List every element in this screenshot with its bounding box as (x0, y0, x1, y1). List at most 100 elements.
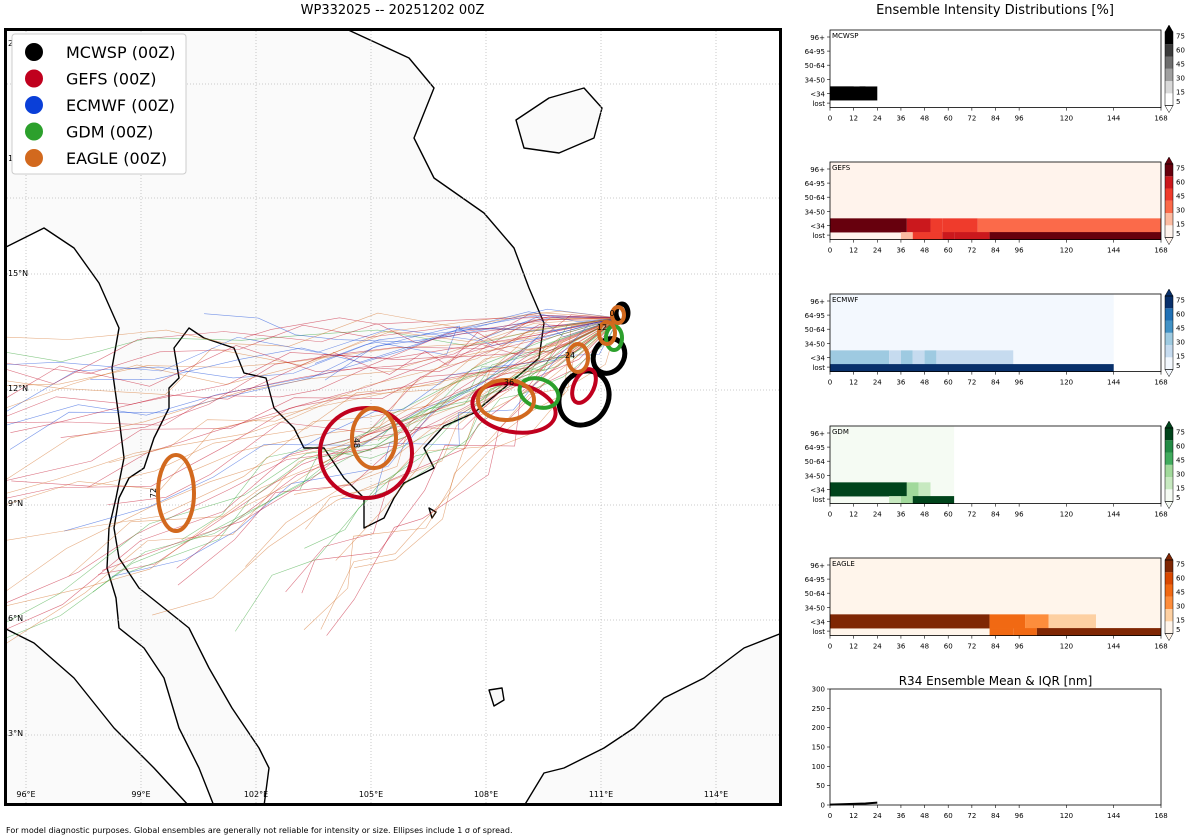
colorbar-tick: 30 (1176, 75, 1185, 83)
row-label: 50-64 (805, 62, 826, 70)
row-label: <34 (810, 354, 825, 362)
r34-y-tick: 100 (812, 763, 825, 771)
x-tick-label: 168 (1154, 511, 1167, 519)
x-tick-label: 144 (1107, 115, 1121, 123)
colorbar-segment (1165, 320, 1173, 333)
x-tick-label: 168 (1154, 247, 1167, 255)
x-tick-label: 96 (1015, 511, 1024, 519)
heatmap-cell (989, 614, 1026, 629)
ensemble-track (4, 314, 620, 400)
heatmap-cell (942, 218, 978, 233)
ensemble-track (4, 317, 620, 414)
panel-name: EAGLE (832, 560, 855, 568)
row-label: <34 (810, 90, 825, 98)
heatmap-cell (1048, 614, 1096, 629)
colorbar-segment (1165, 464, 1173, 478)
ensemble-track (92, 317, 620, 593)
legend-label: MCWSP (00Z) (66, 43, 176, 62)
colorbar-segment (1165, 621, 1173, 634)
x-tick-label: 36 (896, 643, 905, 651)
x-tick-label: 60 (944, 511, 953, 519)
track-map: 0 12 24 36 48 72 21°N 18°N 15°N 12°N 9°N… (4, 28, 782, 806)
r34-y-tick: 200 (812, 724, 825, 732)
heatmap-cell (977, 218, 1161, 233)
colorbar-tick: 30 (1176, 471, 1185, 479)
ensemble-track (4, 317, 620, 605)
x-tick-label: 60 (944, 115, 953, 123)
ensemble-track (6, 317, 620, 480)
lat-label: 3°N (8, 729, 23, 738)
ensemble-track (4, 317, 620, 541)
row-label: <34 (810, 618, 825, 626)
ensemble-track (4, 317, 620, 363)
lon-label: 99°E (131, 790, 150, 799)
x-tick-label: 144 (1107, 379, 1121, 387)
colorbar-tick: 45 (1176, 325, 1185, 333)
row-label: <34 (810, 486, 825, 494)
ensemble-track (177, 317, 620, 586)
row-label: 96+ (810, 562, 825, 570)
colorbar-tick: 45 (1176, 457, 1185, 465)
row-label: 64-95 (805, 576, 825, 584)
row-label: lost (812, 232, 825, 240)
x-tick-label: 120 (1060, 115, 1073, 123)
row-label: 96+ (810, 166, 825, 174)
ensemble-track (10, 317, 620, 434)
x-tick-label: 84 (991, 379, 1000, 387)
colorbar-segment (1165, 225, 1173, 238)
ensemble-track (4, 317, 620, 426)
x-tick-label: 12 (849, 115, 858, 123)
colorbar-segment (1165, 609, 1173, 622)
ellipse-label-36: 36 (504, 378, 514, 387)
hainan-island (515, 87, 603, 154)
colorbar-tick: 5 (1176, 98, 1180, 106)
x-tick-label: 144 (1107, 643, 1121, 651)
ensemble-track (326, 317, 620, 636)
ensemble-track (332, 317, 620, 375)
legend-label: ECMWF (00Z) (66, 96, 175, 115)
lon-label: 108°E (474, 790, 498, 799)
x-tick-label: 0 (828, 379, 832, 387)
lon-label: 105°E (359, 790, 383, 799)
colorbar-tick: 75 (1176, 297, 1185, 305)
x-tick-label: 120 (1060, 247, 1073, 255)
x-tick-label: 120 (1060, 643, 1073, 651)
x-tick-label: 96 (1015, 379, 1024, 387)
intensity-panels-title: Ensemble Intensity Distributions [%] (876, 3, 1114, 18)
row-label: 50-64 (805, 326, 826, 334)
colorbar-segment (1165, 428, 1173, 441)
x-tick-label: 12 (849, 247, 858, 255)
x-tick-label: 48 (920, 247, 929, 255)
x-tick-label: 120 (1060, 379, 1073, 387)
legend-label: EAGLE (00Z) (66, 149, 167, 168)
x-tick-label: 168 (1154, 115, 1167, 123)
ensemble-track (204, 311, 620, 343)
colorbar-segment (1165, 477, 1173, 490)
r34-x-tick: 84 (991, 812, 1000, 820)
row-label: 34-50 (805, 208, 825, 216)
grid (4, 28, 782, 806)
colorbar-tick: 5 (1176, 494, 1180, 502)
x-tick-label: 60 (944, 379, 953, 387)
row-label: 64-95 (805, 312, 825, 320)
r34-x-tick: 0 (828, 812, 832, 820)
r34-x-tick: 144 (1107, 812, 1121, 820)
x-tick-label: 24 (873, 115, 882, 123)
heatmap-cell (954, 232, 990, 240)
ensemble-track (4, 317, 620, 495)
map-legend: MCWSP (00Z) GEFS (00Z) ECMWF (00Z) GDM (00Z… (11, 33, 187, 175)
heatmap-cell (989, 232, 1161, 240)
eagle-ellipse-36 (476, 378, 536, 422)
legend-label: GDM (00Z) (66, 123, 153, 142)
heatmap-cell (942, 232, 955, 240)
x-tick-label: 96 (1015, 247, 1024, 255)
heatmap-cell (900, 496, 913, 504)
heatmap-cell (830, 218, 907, 233)
x-tick-label: 84 (991, 643, 1000, 651)
x-tick-label: 168 (1154, 643, 1167, 651)
colorbar-segment (1165, 440, 1173, 453)
x-tick-label: 24 (873, 379, 882, 387)
lat-label: 9°N (8, 499, 23, 508)
